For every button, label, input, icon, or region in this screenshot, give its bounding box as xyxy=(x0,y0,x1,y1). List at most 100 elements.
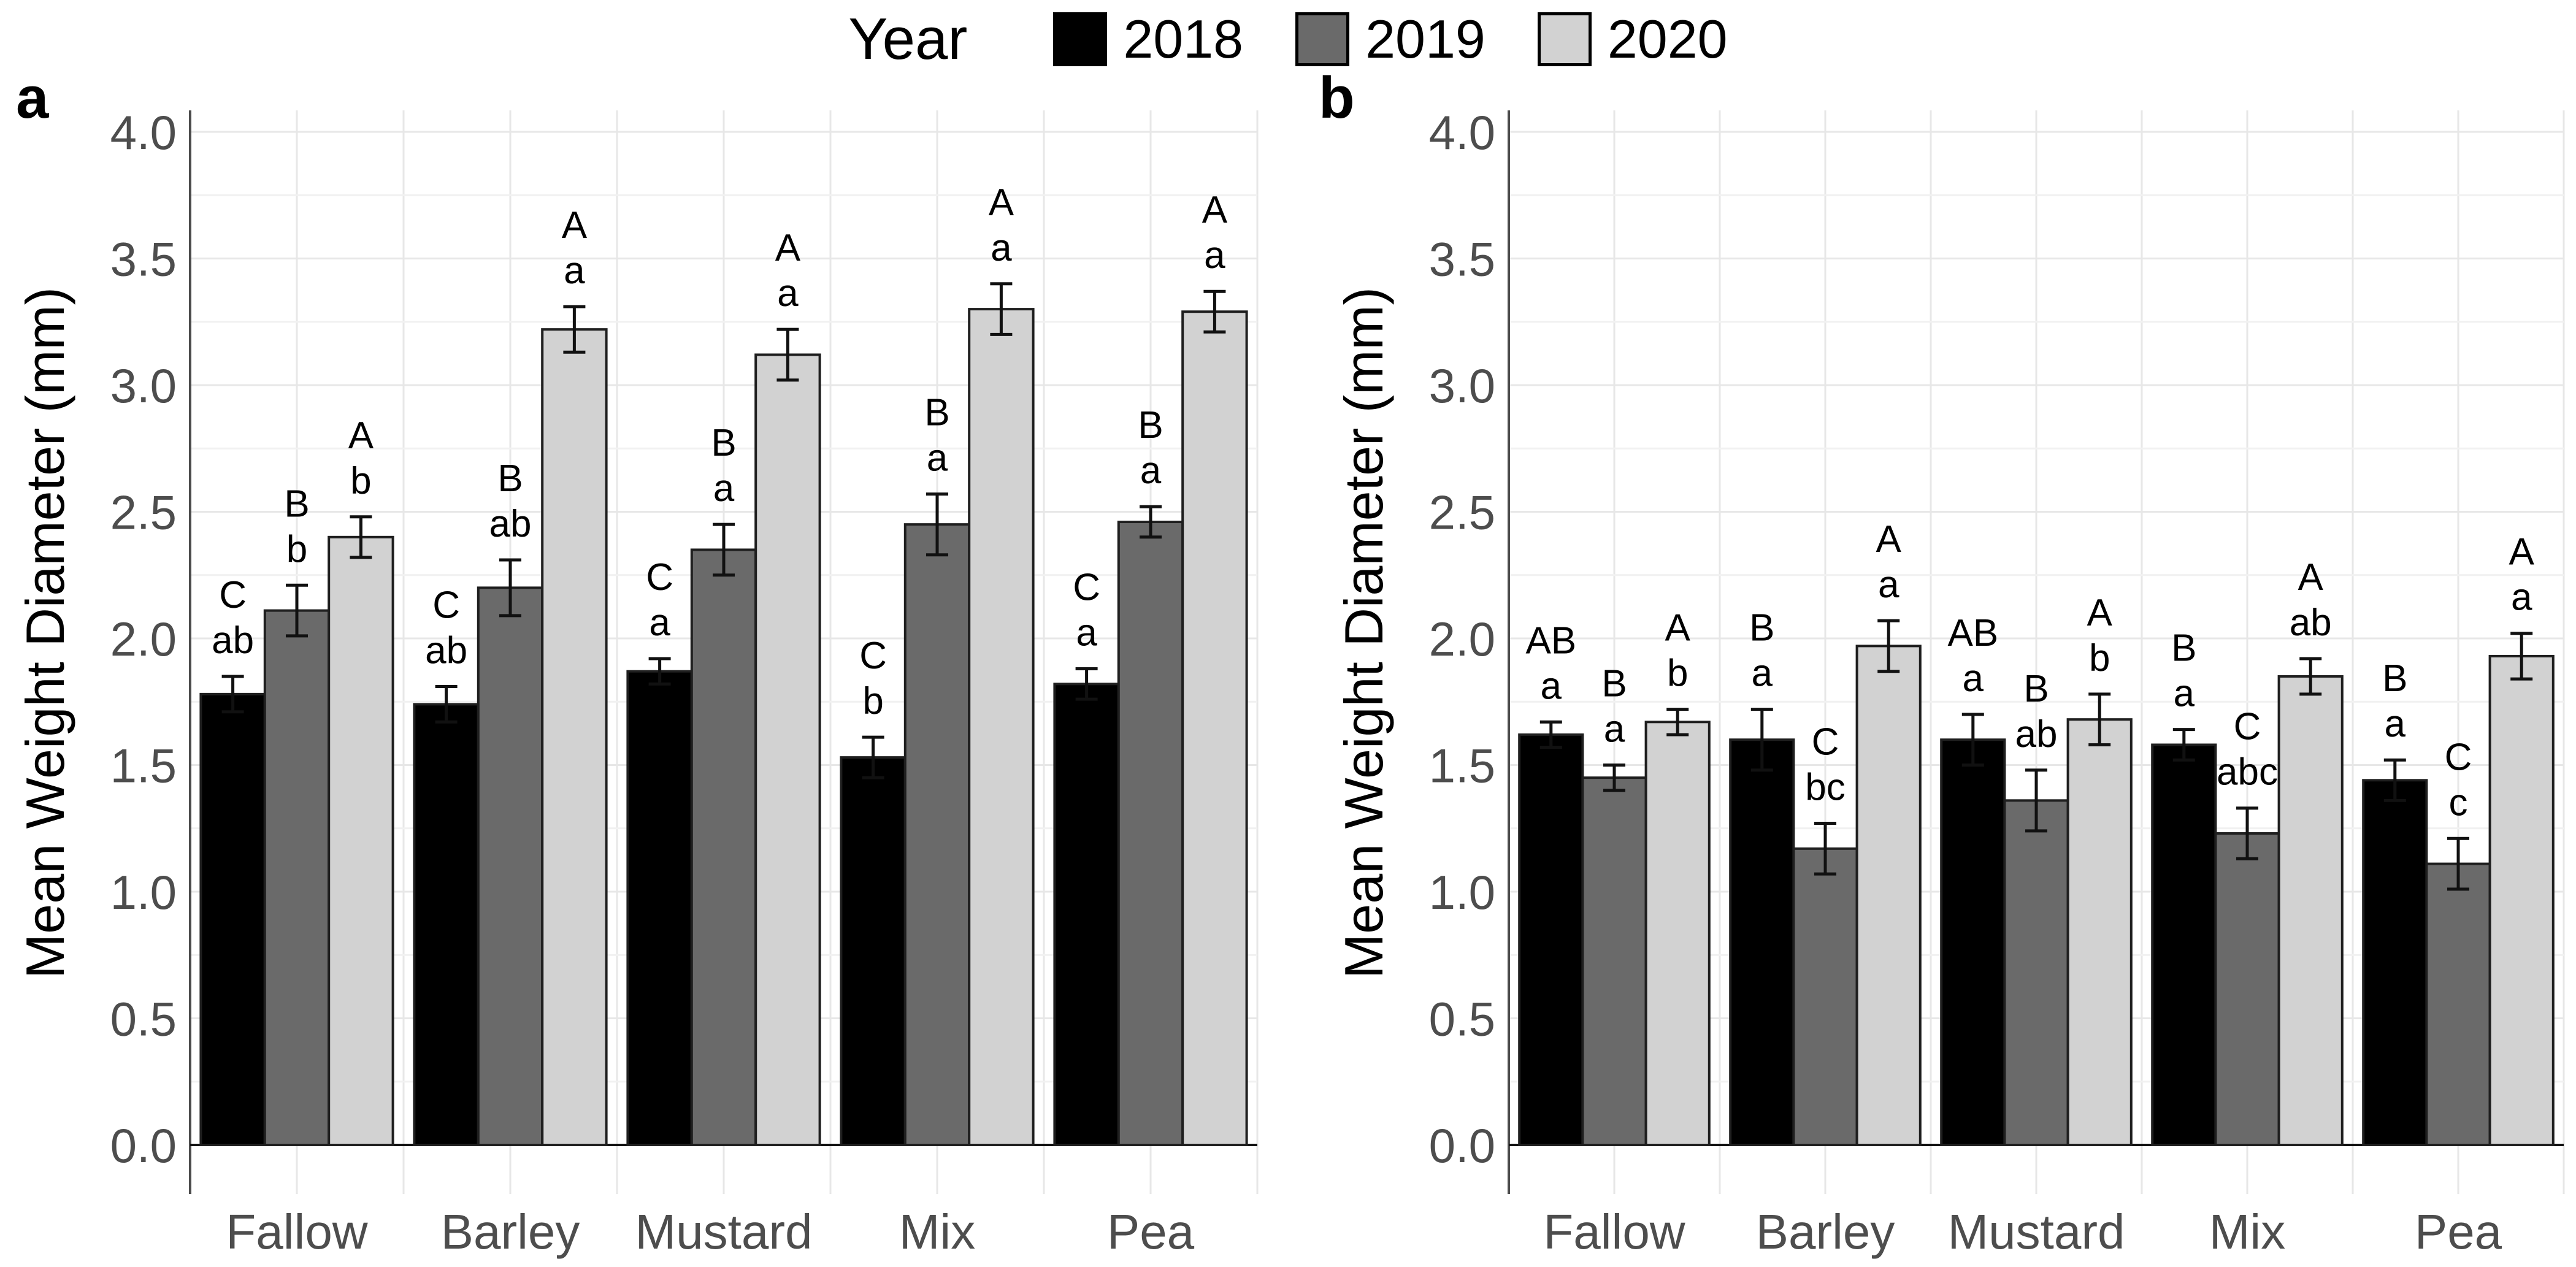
legend-item-2018: 2018 xyxy=(1053,8,1243,71)
panel-b-sig-letter-upper-barley-2020: A xyxy=(1876,518,1902,561)
panel-a-sig-letter-lower-fallow-2018: ab xyxy=(212,619,254,662)
legend-item-2019: 2019 xyxy=(1295,8,1485,71)
panel-b-bar-barley-2019 xyxy=(1792,847,1858,1147)
panel-b-sig-letter-lower-mix-2018: a xyxy=(2174,673,2195,715)
panel-a-bar-fallow-2018 xyxy=(199,692,266,1146)
panel-b-sig-letter-upper-mix-2018: B xyxy=(2171,627,2196,670)
y-axis-title-panel-b: Mean Weight Diameter (mm) xyxy=(1333,287,1394,979)
panel-a-y-tick-label: 0.5 xyxy=(110,992,177,1046)
panel-b-y-tick-label: 4.0 xyxy=(1429,105,1495,159)
panel-b-sig-letter-upper-mix-2019: C xyxy=(2234,706,2261,748)
legend-title: Year xyxy=(848,6,968,72)
panel-a-sig-letter-upper-pea-2020: A xyxy=(1202,189,1228,231)
panel-a-sig-letter-lower-mix-2018: b xyxy=(862,680,883,722)
panel-a-bar-fallow-2019 xyxy=(263,609,331,1146)
panel-b-sig-letter-lower-pea-2019: c xyxy=(2449,781,2468,824)
panel-b-sig-letter-upper-fallow-2020: A xyxy=(1665,607,1691,649)
panel-a-bar-pea-2020 xyxy=(1181,310,1248,1147)
panel-a-bar-barley-2019 xyxy=(477,586,544,1146)
legend-swatch-2019 xyxy=(1295,12,1350,66)
panel-b-sig-letter-lower-fallow-2018: a xyxy=(1541,665,1562,707)
panel-b-bar-mix-2020 xyxy=(2277,675,2344,1146)
panel-a-sig-letter-upper-fallow-2018: C xyxy=(219,574,247,616)
panel-a-bar-mustard-2020 xyxy=(754,353,821,1147)
panel-b-sig-letter-upper-mix-2020: A xyxy=(2298,556,2324,599)
panel-a-y-tick-label: 4.0 xyxy=(110,105,177,159)
panel-b-sig-letter-lower-fallow-2020: b xyxy=(1667,653,1688,695)
panel-b-y-tick-label: 3.0 xyxy=(1429,359,1495,413)
panel-a-sig-letter-lower-mix-2020: a xyxy=(991,227,1012,269)
panel-b-sig-letter-upper-mustard-2020: A xyxy=(2087,592,2113,634)
panel-a-bar-mix-2020 xyxy=(968,308,1035,1147)
panel-b-bar-barley-2018 xyxy=(1729,738,1795,1146)
panel-b-sig-letter-lower-barley-2018: a xyxy=(1752,653,1773,695)
panel-a-sig-letter-lower-mustard-2018: a xyxy=(649,602,670,644)
panel-a-sig-letter-upper-fallow-2020: A xyxy=(348,415,374,457)
panel-b-x-tick-label-mustard: Mustard xyxy=(1948,1204,2125,1259)
legend-item-2020: 2020 xyxy=(1537,8,1728,71)
panel-b-bar-fallow-2020 xyxy=(1644,721,1711,1147)
panel-a-bar-mix-2019 xyxy=(903,523,971,1146)
panel-b-bar-pea-2019 xyxy=(2425,862,2491,1146)
legend: Year 2018 2019 2020 xyxy=(0,2,2576,76)
panel-a-y-tick-label: 1.0 xyxy=(110,865,177,919)
panel-a-bar-barley-2018 xyxy=(413,703,480,1146)
panel-a-sig-letter-lower-barley-2020: a xyxy=(564,250,585,292)
panel-a-bar-pea-2019 xyxy=(1117,521,1184,1146)
panel-a-sig-letter-upper-mustard-2018: C xyxy=(646,556,673,599)
panel-b-sig-letter-lower-barley-2020: a xyxy=(1878,564,1899,606)
panel-a-sig-letter-lower-pea-2019: a xyxy=(1140,450,1162,492)
panel-a-sig-letter-upper-barley-2018: C xyxy=(432,584,460,626)
panel-b-sig-letter-upper-mustard-2019: B xyxy=(2023,668,2049,710)
panel-b-sig-letter-lower-pea-2020: a xyxy=(2511,576,2532,619)
panel-b-y-tick-label: 2.5 xyxy=(1429,486,1495,540)
panel-a-sig-letter-upper-mustard-2019: B xyxy=(711,422,736,464)
panel-a-bar-pea-2018 xyxy=(1053,683,1120,1146)
panel-b-y-tick-label: 2.0 xyxy=(1429,612,1495,666)
panel-b-sig-letter-lower-mustard-2018: a xyxy=(1963,657,1984,700)
panel-a-sig-letter-upper-mustard-2020: A xyxy=(775,227,801,269)
legend-label-2020: 2020 xyxy=(1607,9,1728,69)
panel-b-bar-pea-2018 xyxy=(2362,779,2428,1146)
panel-b-bar-mix-2018 xyxy=(2151,743,2217,1146)
panel-b-bar-fallow-2019 xyxy=(1581,776,1647,1146)
panel-a-sig-letter-upper-barley-2020: A xyxy=(562,204,588,247)
panel-b-bar-mustard-2019 xyxy=(2003,799,2069,1146)
panel-b-sig-letter-upper-barley-2019: C xyxy=(1812,721,1839,763)
panel-b-bar-fallow-2018 xyxy=(1518,733,1584,1146)
panel-b-sig-letter-upper-fallow-2019: B xyxy=(1601,663,1627,705)
panel-letter-b: b xyxy=(1319,65,1355,131)
panel-a-y-tick-label: 0.0 xyxy=(110,1119,177,1173)
panel-a-bar-mustard-2018 xyxy=(626,670,693,1146)
panel-b-y-tick-label: 1.5 xyxy=(1429,739,1495,793)
legend-items: 2018 2019 2020 xyxy=(1001,8,1728,71)
panel-a-y-tick-label: 3.5 xyxy=(110,232,177,286)
panel-b-bar-mustard-2020 xyxy=(2066,718,2133,1147)
panel-b-sig-letter-upper-barley-2018: B xyxy=(1749,607,1774,649)
panel-b-y-tick-label: 1.0 xyxy=(1429,865,1495,919)
panel-a-y-tick-label: 3.0 xyxy=(110,359,177,413)
panel-b-sig-letter-lower-mix-2020: ab xyxy=(2290,602,2332,644)
panel-a-x-tick-label-mustard: Mustard xyxy=(635,1204,813,1259)
panel-b-y-tick-label: 0.0 xyxy=(1429,1119,1495,1173)
panel-a-y-tick-label: 2.5 xyxy=(110,486,177,540)
panel-a-sig-letter-upper-mix-2018: C xyxy=(859,635,887,677)
panel-b-sig-letter-lower-mix-2019: abc xyxy=(2217,751,2278,794)
y-axis-title-panel-a: Mean Weight Diameter (mm) xyxy=(15,287,75,979)
panel-a-sig-letter-lower-mustard-2019: a xyxy=(713,467,735,510)
legend-label-2019: 2019 xyxy=(1365,9,1485,69)
panel-b-sig-letter-upper-pea-2018: B xyxy=(2382,657,2407,700)
panel-a-x-tick-label-fallow: Fallow xyxy=(226,1204,367,1259)
panel-a-sig-letter-lower-mix-2019: a xyxy=(927,437,948,480)
panel-a-sig-letter-lower-barley-2018: ab xyxy=(425,629,467,672)
panel-a-bar-fallow-2020 xyxy=(328,535,394,1146)
panel-a-sig-letter-upper-barley-2019: B xyxy=(497,457,523,500)
panel-a-sig-letter-lower-pea-2020: a xyxy=(1204,234,1225,277)
panel-b-bar-mix-2019 xyxy=(2214,832,2280,1146)
panel-a-sig-letter-lower-mustard-2020: a xyxy=(777,272,799,315)
panel-a-sig-letter-lower-fallow-2019: b xyxy=(286,528,307,570)
panel-a-x-tick-label-barley: Barley xyxy=(441,1204,580,1259)
legend-swatch-2020 xyxy=(1537,12,1592,66)
